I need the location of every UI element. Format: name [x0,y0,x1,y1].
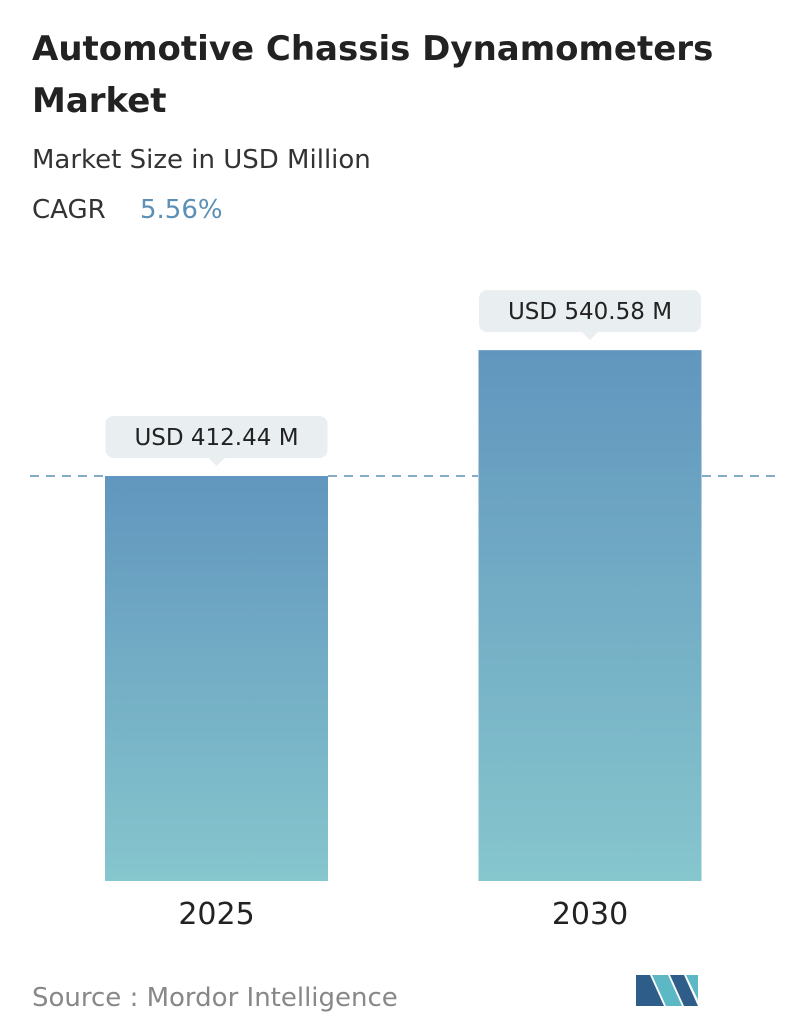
value-label: USD 540.58 M [508,299,672,325]
source: Source : Mordor Intelligence [32,983,398,1013]
bar [105,475,328,881]
x-tick-label: 2025 [178,897,254,932]
cagr-value: 5.56% [140,195,223,225]
logo [636,975,698,1006]
subtitle: Market Size in USD Million [32,145,371,175]
value-label-box [105,415,328,458]
value-label-box [479,290,701,333]
chart-title: Market [32,81,167,121]
value-label-pointer [208,457,225,466]
chart-title: Automotive Chassis Dynamometers [32,29,713,69]
value-label-pointer [582,332,598,341]
x-tick-label: 2030 [552,897,628,932]
bar [478,350,702,881]
cagr-label: CAGR [32,195,106,225]
value-label: USD 412.44 M [134,425,298,451]
